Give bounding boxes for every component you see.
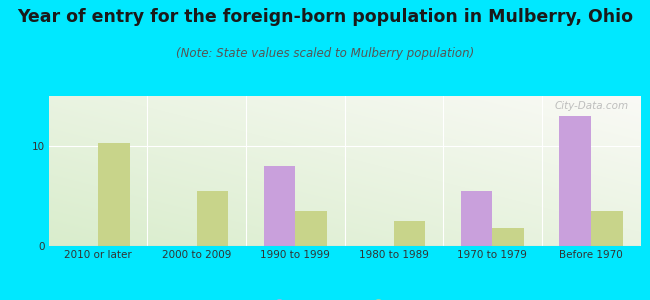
- Bar: [461, 191, 492, 246]
- Bar: [264, 166, 295, 246]
- Text: City-Data.com: City-Data.com: [554, 100, 629, 110]
- Bar: [295, 211, 327, 246]
- Bar: [394, 221, 425, 246]
- Text: Year of entry for the foreign-born population in Mulberry, Ohio: Year of entry for the foreign-born popul…: [17, 8, 633, 26]
- Bar: [560, 116, 591, 246]
- Bar: [196, 191, 228, 246]
- Bar: [98, 143, 129, 246]
- Bar: [591, 211, 623, 246]
- Bar: [493, 228, 524, 246]
- Legend: Mulberry, Ohio: Mulberry, Ohio: [261, 295, 428, 300]
- Text: (Note: State values scaled to Mulberry population): (Note: State values scaled to Mulberry p…: [176, 46, 474, 59]
